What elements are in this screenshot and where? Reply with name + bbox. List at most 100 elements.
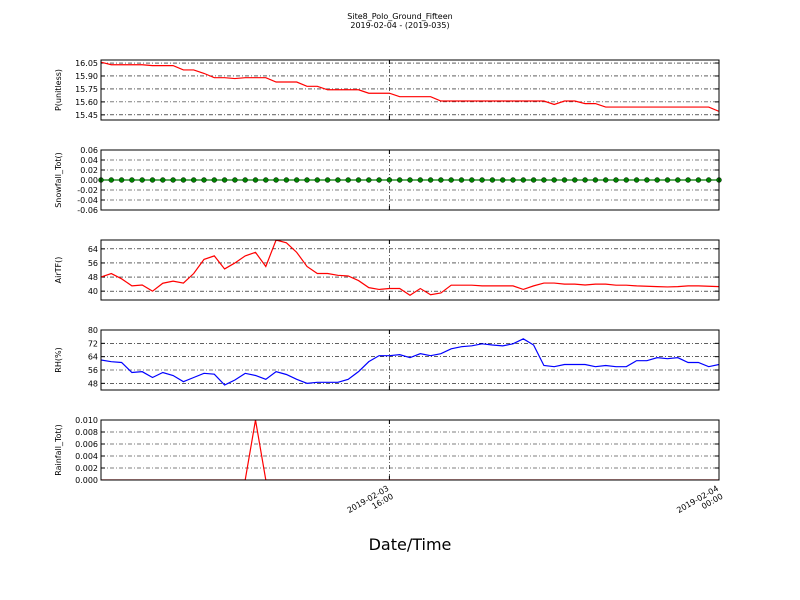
y-tick-label: 0.02 bbox=[80, 166, 98, 175]
marker bbox=[345, 177, 351, 183]
y-tick-label: 0.000 bbox=[75, 476, 98, 485]
y-tick-label: -0.02 bbox=[77, 186, 98, 195]
marker bbox=[283, 177, 290, 183]
marker bbox=[541, 177, 547, 183]
chart-subtitle: 2019-02-04 - (2019-035) bbox=[350, 21, 449, 30]
y-axis-label: RH(%) bbox=[54, 347, 63, 372]
axes-frame bbox=[100, 329, 720, 391]
marker bbox=[675, 177, 681, 183]
marker bbox=[695, 177, 702, 183]
y-axis-label: P(unitless) bbox=[54, 69, 63, 111]
marker bbox=[633, 177, 640, 183]
marker bbox=[417, 177, 423, 183]
marker bbox=[500, 177, 506, 183]
y-axis-label: Snowfall_Tot() bbox=[54, 152, 63, 208]
marker bbox=[314, 177, 320, 183]
marker bbox=[355, 177, 362, 183]
marker bbox=[232, 177, 238, 183]
marker bbox=[489, 177, 496, 183]
marker bbox=[654, 177, 660, 183]
marker bbox=[582, 177, 588, 183]
y-axis-label: Rainfall_Tot() bbox=[54, 424, 63, 476]
marker bbox=[129, 177, 135, 183]
marker bbox=[613, 177, 619, 183]
marker bbox=[160, 177, 166, 183]
marker bbox=[572, 177, 578, 183]
marker bbox=[201, 177, 207, 183]
y-tick-label: 0.00 bbox=[80, 176, 98, 185]
marker bbox=[623, 177, 629, 183]
marker bbox=[211, 177, 218, 183]
axes-frame bbox=[100, 239, 720, 301]
y-tick-label: 64 bbox=[88, 245, 98, 254]
y-tick-label: 0.006 bbox=[75, 440, 98, 449]
marker bbox=[448, 177, 454, 183]
line bbox=[101, 61, 719, 112]
marker bbox=[386, 177, 393, 183]
marker bbox=[664, 177, 671, 183]
y-tick-label: 48 bbox=[88, 273, 98, 282]
y-tick-label: 80 bbox=[88, 326, 98, 335]
marker bbox=[149, 177, 156, 183]
y-tick-label: 16.05 bbox=[75, 59, 98, 68]
marker bbox=[469, 177, 475, 183]
y-tick-label: 15.45 bbox=[75, 111, 98, 120]
y-tick-label: 72 bbox=[88, 339, 98, 348]
y-tick-label: 0.008 bbox=[75, 428, 98, 437]
marker bbox=[592, 177, 599, 183]
marker bbox=[335, 177, 341, 183]
marker bbox=[458, 177, 465, 183]
marker bbox=[603, 177, 609, 183]
marker bbox=[304, 177, 310, 183]
marker bbox=[263, 177, 269, 183]
marker bbox=[180, 177, 187, 183]
y-tick-label: -0.04 bbox=[77, 196, 98, 205]
marker bbox=[438, 177, 444, 183]
y-tick-label: 56 bbox=[88, 259, 98, 268]
y-tick-label: 0.002 bbox=[75, 464, 98, 473]
marker bbox=[644, 177, 650, 183]
y-tick-label: 40 bbox=[88, 287, 98, 296]
axes-frame bbox=[100, 419, 720, 481]
marker bbox=[273, 177, 279, 183]
marker bbox=[324, 177, 331, 183]
marker bbox=[706, 177, 712, 183]
y-tick-label: 15.75 bbox=[75, 85, 98, 94]
y-tick-label: 48 bbox=[88, 379, 98, 388]
marker bbox=[252, 177, 259, 183]
marker bbox=[685, 177, 691, 183]
y-tick-label: 0.004 bbox=[75, 452, 98, 461]
y-tick-label: 15.90 bbox=[75, 72, 98, 81]
marker bbox=[407, 177, 413, 183]
marker bbox=[294, 177, 300, 183]
y-tick-label: 56 bbox=[88, 366, 98, 375]
marker bbox=[190, 177, 197, 183]
x-axis-label: Date/Time bbox=[369, 535, 452, 554]
line bbox=[101, 338, 719, 386]
marker bbox=[221, 177, 228, 183]
marker bbox=[561, 177, 568, 183]
marker bbox=[118, 177, 125, 183]
y-axis-label: AirTF() bbox=[54, 257, 63, 284]
marker bbox=[520, 177, 526, 183]
marker bbox=[510, 177, 516, 183]
y-tick-label: 64 bbox=[88, 353, 98, 362]
axes-frame bbox=[100, 59, 720, 121]
marker bbox=[139, 177, 145, 183]
marker bbox=[108, 177, 115, 183]
marker bbox=[170, 177, 176, 183]
marker bbox=[366, 177, 372, 183]
line bbox=[101, 240, 719, 296]
marker bbox=[376, 177, 382, 183]
axes-frame bbox=[100, 149, 720, 211]
y-tick-label: 0.04 bbox=[80, 156, 98, 165]
y-tick-label: 0.010 bbox=[75, 416, 98, 425]
marker bbox=[479, 177, 485, 183]
marker bbox=[427, 177, 434, 183]
y-tick-label: -0.06 bbox=[77, 206, 98, 215]
y-tick-label: 15.60 bbox=[75, 98, 98, 107]
marker bbox=[551, 177, 557, 183]
marker bbox=[530, 177, 537, 183]
y-tick-label: 0.06 bbox=[80, 146, 98, 155]
